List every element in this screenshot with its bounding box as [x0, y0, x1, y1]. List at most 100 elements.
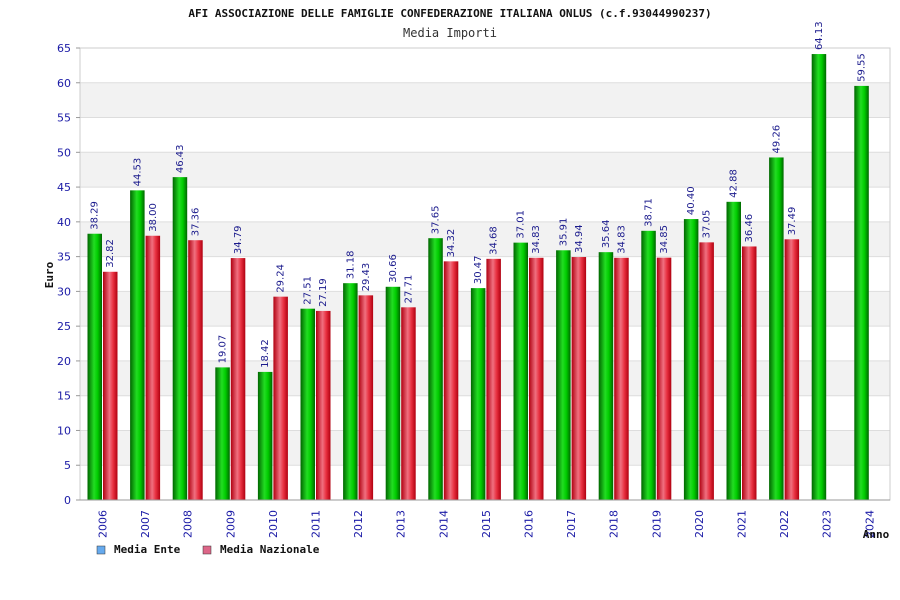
chart-subtitle: Media Importi: [403, 26, 497, 40]
data-label: 40.40: [686, 186, 697, 215]
x-tick-label: 2024: [863, 510, 876, 538]
data-label: 30.47: [473, 255, 484, 284]
bar-media-ente: [726, 201, 741, 500]
bar-media-nazionale: [316, 310, 331, 500]
data-label: 37.36: [190, 208, 201, 237]
bar-media-ente: [598, 252, 614, 500]
data-label: 37.49: [787, 207, 798, 236]
bar-media-ente: [470, 288, 486, 500]
data-label: 27.71: [403, 275, 414, 304]
data-label: 19.07: [218, 335, 229, 364]
legend-label-media-ente: Media Ente: [114, 543, 181, 556]
data-label: 34.83: [616, 225, 627, 254]
plot-band: [80, 48, 890, 83]
plot-band: [80, 82, 890, 118]
data-label: 34.94: [574, 224, 585, 253]
x-tick-label: 2011: [310, 510, 323, 538]
data-label: 38.71: [644, 198, 655, 227]
data-label: 34.83: [531, 225, 542, 254]
bar-media-ente: [683, 219, 699, 500]
bar-media-nazionale: [401, 307, 416, 500]
y-tick-label: 55: [57, 112, 71, 125]
data-label: 29.43: [361, 263, 372, 292]
x-tick-label: 2020: [693, 510, 706, 538]
bar-media-ente: [513, 242, 528, 500]
x-tick-label: 2017: [565, 510, 578, 538]
data-label: 37.01: [516, 210, 527, 239]
bar-media-ente: [172, 177, 188, 500]
data-label: 35.91: [558, 218, 569, 247]
bar-media-nazionale: [656, 257, 672, 500]
data-label: 46.43: [175, 144, 186, 173]
chart-title: AFI ASSOCIAZIONE DELLE FAMIGLIE CONFEDER…: [188, 7, 711, 20]
data-label: 38.00: [148, 203, 159, 232]
x-tick-label: 2008: [182, 510, 195, 538]
plot-band: [80, 152, 890, 188]
data-label: 34.79: [233, 225, 244, 254]
bar-media-ente: [385, 286, 401, 500]
data-label: 42.88: [729, 169, 740, 198]
data-label: 34.32: [446, 229, 457, 258]
bar-media-nazionale: [529, 257, 544, 500]
data-label: 32.82: [105, 239, 116, 268]
bar-media-ente: [811, 54, 827, 501]
x-axis-label: Anno: [863, 528, 890, 541]
data-label: 64.13: [814, 21, 825, 50]
y-axis: 0 5 10 15 20 25 30 35 40 45 50 55 60 65: [57, 42, 80, 507]
bar-media-ente: [556, 250, 571, 500]
x-tick-label: 2016: [523, 510, 536, 538]
x-tick-label: 2013: [395, 510, 408, 538]
bar-media-ente: [854, 85, 869, 500]
x-axis: 2006 2007 2008 2009 2010 2011 2012 2013 2014 2015…: [80, 499, 890, 538]
data-label: 59.55: [857, 53, 868, 82]
bar-media-ente: [300, 308, 315, 500]
y-tick-label: 40: [57, 216, 71, 229]
y-tick-label: 15: [57, 390, 71, 403]
data-label: 49.26: [771, 125, 782, 154]
bar-media-nazionale: [188, 240, 203, 500]
y-tick-label: 25: [57, 320, 71, 333]
bar-media-nazionale: [486, 258, 501, 500]
y-axis-label: Euro: [43, 261, 56, 288]
y-tick-label: 65: [57, 42, 71, 55]
legend: Media Ente Media Nazionale: [96, 543, 320, 556]
data-label: 30.66: [388, 254, 399, 283]
bar-media-ente: [641, 230, 656, 500]
bar-media-ente: [257, 371, 273, 500]
data-label: 37.65: [431, 206, 442, 235]
bar-media-ente: [769, 157, 784, 500]
data-label: 34.85: [659, 225, 670, 254]
y-tick-label: 45: [57, 181, 71, 194]
plot-band: [80, 117, 890, 153]
legend-label-media-nazionale: Media Nazionale: [220, 543, 320, 556]
x-tick-label: 2012: [352, 510, 365, 538]
data-label: 18.42: [260, 339, 271, 368]
bar-media-nazionale: [230, 258, 246, 500]
bar-media-nazionale: [571, 257, 587, 500]
y-tick-label: 20: [57, 355, 71, 368]
x-tick-label: 2009: [224, 510, 237, 538]
x-tick-label: 2022: [778, 510, 791, 538]
bar-media-ente: [215, 367, 230, 500]
x-tick-label: 2007: [139, 510, 152, 538]
y-tick-label: 50: [57, 146, 71, 159]
x-tick-label: 2018: [608, 510, 621, 538]
data-label: 34.68: [489, 226, 500, 255]
bar-media-nazionale: [614, 257, 629, 500]
data-label: 31.18: [345, 251, 356, 280]
x-tick-label: 2006: [97, 510, 110, 538]
y-tick-label: 0: [64, 494, 71, 507]
x-tick-label: 2021: [736, 510, 749, 538]
y-tick-label: 5: [64, 459, 71, 472]
bar-media-ente: [343, 283, 358, 500]
data-label: 37.05: [702, 210, 713, 239]
data-label: 29.24: [276, 264, 287, 293]
x-tick-label: 2015: [480, 510, 493, 538]
y-tick-label: 60: [57, 77, 71, 90]
data-label: 36.46: [744, 214, 755, 243]
bar-media-nazionale: [358, 295, 374, 500]
x-tick-label: 2023: [821, 510, 834, 538]
y-tick-label: 35: [57, 251, 71, 264]
data-label: 38.29: [90, 201, 101, 230]
